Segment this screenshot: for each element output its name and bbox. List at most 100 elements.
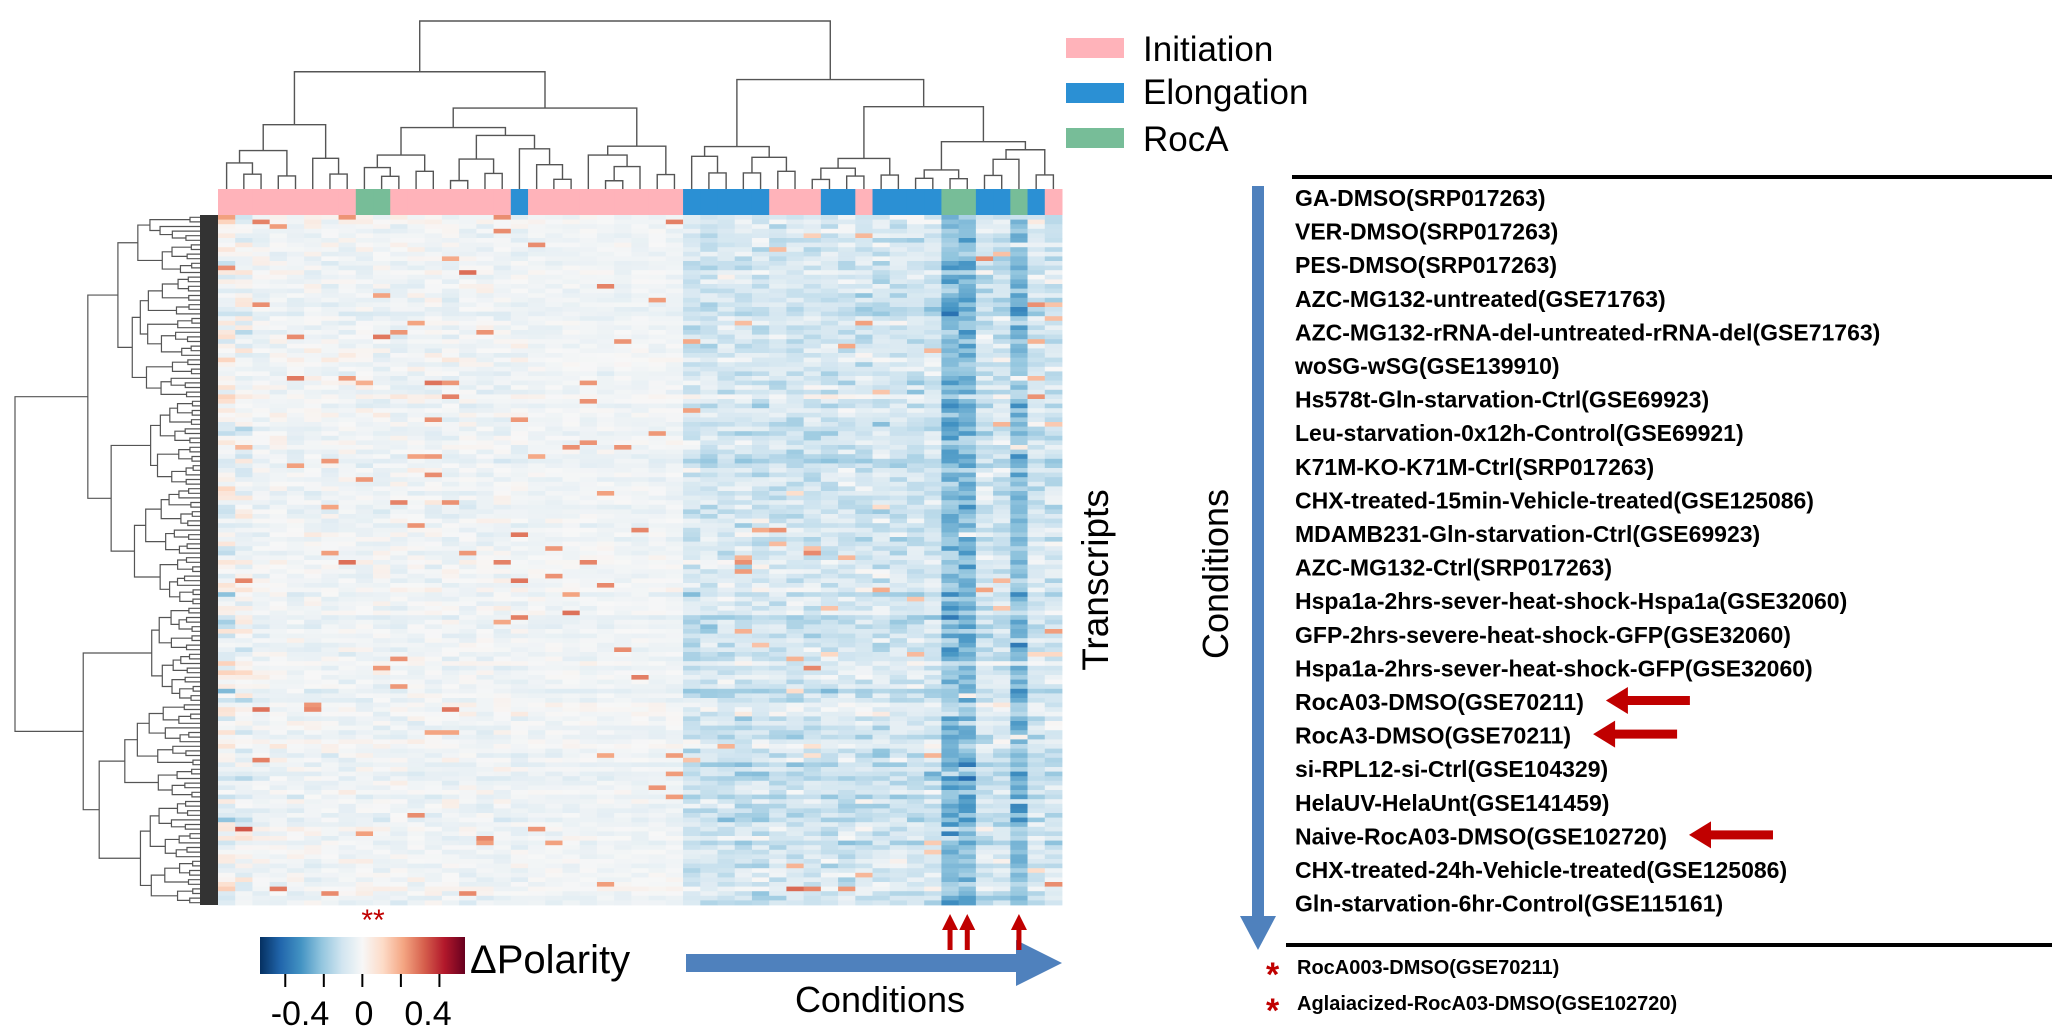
heatmap-cell	[373, 219, 391, 225]
heatmap-cell	[631, 251, 650, 257]
heatmap-cell	[545, 693, 563, 699]
heatmap-cell	[648, 546, 667, 552]
heatmap-cell	[648, 417, 667, 423]
heatmap-cell	[218, 500, 236, 506]
heatmap-cell	[683, 537, 701, 542]
heatmap-cell	[700, 514, 718, 519]
heatmap-cell	[269, 532, 288, 538]
heatmap-cell	[286, 610, 305, 616]
heatmap-cell	[631, 794, 650, 800]
heatmap-cell	[441, 661, 460, 667]
heatmap-cell	[355, 711, 374, 717]
heatmap-cell	[734, 353, 753, 358]
heatmap-cell	[338, 854, 357, 860]
annotation-cell-initiation	[269, 189, 288, 215]
heatmap-cell	[269, 426, 288, 432]
heatmap-cell	[286, 334, 305, 340]
heatmap-cell	[304, 739, 322, 745]
heatmap-cell	[510, 527, 529, 533]
heatmap-cell	[424, 730, 443, 736]
heatmap-cell	[304, 831, 322, 837]
dendrogram-branch	[165, 532, 180, 551]
heatmap-cell	[459, 403, 477, 409]
heatmap-cell	[562, 256, 581, 262]
heatmap-cell	[321, 564, 339, 570]
heatmap-cell	[631, 610, 650, 616]
heatmap-cell	[614, 362, 632, 368]
heatmap-cell	[441, 817, 460, 823]
heatmap-cell	[252, 316, 271, 322]
heatmap-cell	[321, 711, 339, 717]
heatmap-cell	[528, 670, 546, 676]
dendrogram-branch	[175, 849, 200, 858]
heatmap-cell	[665, 555, 684, 561]
heatmap-cell	[286, 288, 305, 294]
heatmap-cell	[614, 734, 632, 740]
heatmap-cell	[665, 762, 684, 768]
heatmap-cell	[269, 629, 288, 634]
heatmap-cell	[407, 739, 426, 745]
heatmap-cell	[390, 785, 408, 791]
heatmap-cell	[476, 730, 494, 736]
heatmap-cell	[235, 826, 253, 832]
heatmap-cell	[390, 868, 408, 874]
heatmap-cell	[321, 454, 339, 460]
heatmap-cell	[476, 564, 494, 570]
heatmap-cell	[373, 435, 391, 441]
dendrogram-branch	[811, 178, 831, 189]
heatmap-cell	[614, 886, 632, 892]
heatmap-cell	[631, 454, 650, 460]
heatmap-cell	[528, 854, 546, 860]
heatmap-cell	[235, 284, 253, 289]
heatmap-cell	[373, 859, 391, 864]
heatmap-cell	[683, 334, 701, 340]
heatmap-cell	[631, 431, 650, 437]
heatmap-cell	[476, 389, 494, 395]
heatmap-cell	[304, 320, 322, 326]
heatmap-cell	[700, 656, 718, 662]
heatmap-cell	[373, 353, 391, 358]
heatmap-cell	[321, 665, 339, 671]
heatmap-cell	[665, 394, 684, 400]
heatmap-cell	[493, 385, 512, 391]
heatmap-cell	[683, 854, 701, 860]
heatmap-cell	[631, 771, 650, 777]
heatmap-cell	[510, 445, 529, 450]
heatmap-cell	[700, 647, 718, 653]
heatmap-cell	[683, 638, 701, 644]
heatmap-cell	[734, 376, 753, 381]
heatmap-cell	[683, 518, 701, 524]
heatmap-cell	[338, 679, 357, 685]
heatmap-cell	[441, 297, 460, 303]
heatmap-cell	[269, 514, 288, 519]
heatmap-cell	[304, 477, 322, 483]
heatmap-cell	[373, 426, 391, 432]
heatmap-cell	[390, 334, 408, 340]
heatmap-cell	[493, 288, 512, 294]
heatmap-cell	[286, 808, 305, 814]
heatmap-cell	[390, 619, 408, 625]
heatmap-cell	[218, 445, 236, 450]
heatmap-cell	[407, 849, 426, 855]
heatmap-cell	[459, 550, 477, 556]
heatmap-cell	[286, 274, 305, 280]
heatmap-cell	[614, 573, 632, 579]
heatmap-cell	[493, 693, 512, 699]
heatmap-cell	[373, 297, 391, 303]
heatmap-cell	[321, 808, 339, 814]
heatmap-cell	[476, 826, 494, 832]
heatmap-cell	[631, 831, 650, 837]
heatmap-cell	[235, 316, 253, 322]
heatmap-cell	[751, 274, 770, 280]
heatmap-cell	[424, 569, 443, 575]
heatmap-cell	[390, 748, 408, 754]
heatmap-cell	[304, 578, 322, 584]
heatmap-cell	[683, 454, 701, 460]
heatmap-cell	[338, 417, 357, 423]
heatmap-cell	[648, 721, 667, 726]
heatmap-cell	[218, 376, 236, 381]
heatmap-cell	[373, 642, 391, 648]
heatmap-cell	[528, 353, 546, 358]
heatmap-cell	[579, 569, 598, 575]
heatmap-cell	[373, 408, 391, 414]
